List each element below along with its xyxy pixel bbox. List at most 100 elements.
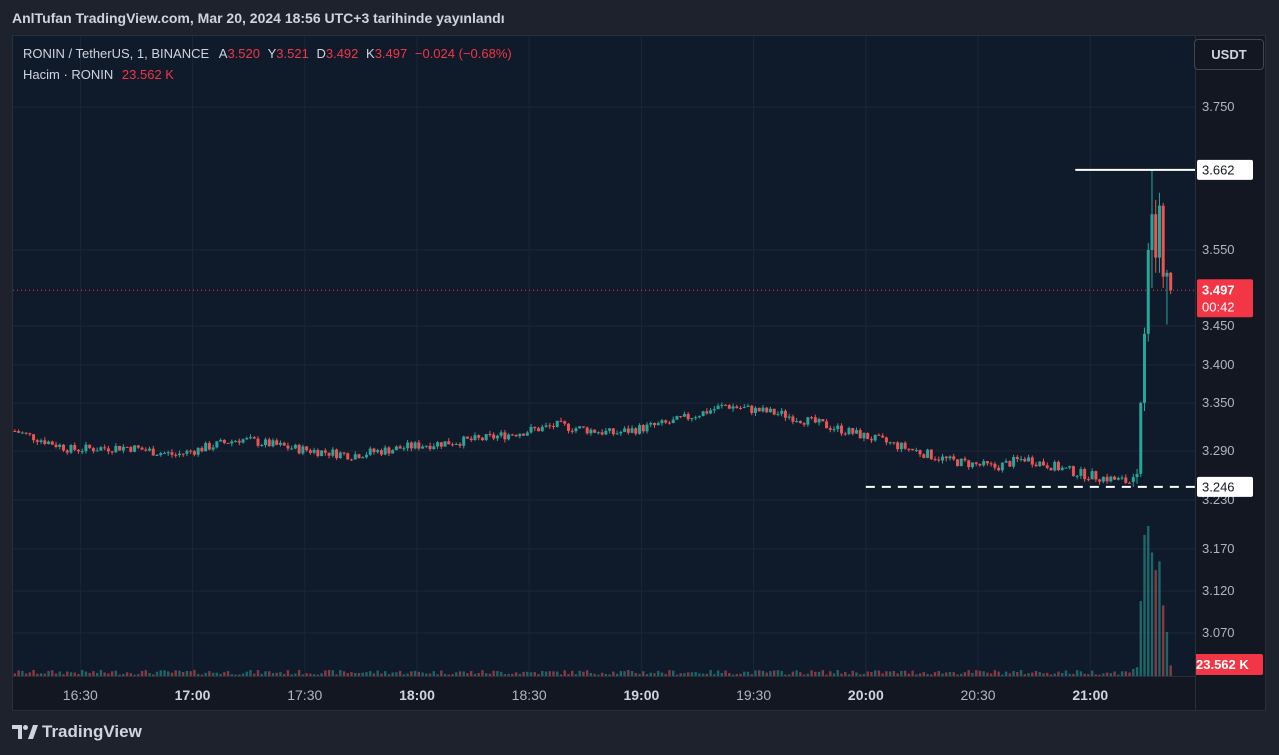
volume-bar xyxy=(933,672,937,676)
candle-body xyxy=(155,455,159,457)
candle-body xyxy=(1056,461,1060,471)
volume-label[interactable]: Hacim · RONIN xyxy=(23,67,114,82)
candle-body xyxy=(911,448,915,451)
chart-frame: 0.414 (12.74%) 414 RONIN / TetherUS, 1, … xyxy=(12,35,1266,711)
candle-body xyxy=(570,430,574,432)
price-chart[interactable]: 0.414 (12.74%) 414 xyxy=(13,36,1195,676)
volume-bar xyxy=(335,674,338,676)
footer-logo[interactable]: TradingView xyxy=(12,722,142,742)
volume-bar xyxy=(915,674,918,676)
volume-bar xyxy=(264,671,267,676)
volume-bar xyxy=(597,674,600,676)
volume-bar xyxy=(896,673,899,676)
time-tick-label: 17:00 xyxy=(175,687,211,703)
volume-bar xyxy=(720,672,724,676)
volume-bar xyxy=(473,673,477,676)
time-scale[interactable]: 16:30 17:00 17:30 18:00 18:30 19:00 19:30 20:00… xyxy=(13,676,1195,710)
volume-bar xyxy=(675,674,679,676)
volume-bar xyxy=(870,671,873,676)
candle-body xyxy=(1053,461,1057,471)
volume-bar xyxy=(739,673,742,676)
open-label: A xyxy=(218,46,228,61)
volume-bar xyxy=(634,673,637,676)
currency-button[interactable]: USDT xyxy=(1194,39,1264,70)
volume-bar xyxy=(133,674,136,676)
candle-body xyxy=(230,441,234,444)
volume-bar xyxy=(817,671,821,676)
countdown-tag: 00:42 xyxy=(1202,299,1235,314)
volume-bar xyxy=(163,670,166,676)
candle-body xyxy=(533,426,537,429)
volume-bar xyxy=(470,670,473,676)
candle-body xyxy=(1004,461,1008,463)
volume-bar xyxy=(241,673,245,676)
volume-bar xyxy=(327,669,331,676)
volume-bar xyxy=(451,674,454,676)
candle-body xyxy=(495,435,499,439)
volume-bar xyxy=(1124,671,1128,676)
volume-bar xyxy=(58,671,61,676)
candle-body xyxy=(421,446,425,449)
volume-bar xyxy=(208,671,211,676)
candle-body xyxy=(166,452,170,454)
candle-body xyxy=(525,432,529,436)
candle-body xyxy=(451,444,455,446)
candle-body xyxy=(28,433,32,435)
volume-bar xyxy=(840,673,843,676)
candle-body xyxy=(611,428,615,435)
candle-body xyxy=(813,417,817,423)
candle-body xyxy=(1120,477,1124,479)
volume-bar xyxy=(1064,670,1068,676)
volume-bar xyxy=(765,672,768,676)
high-label: Y xyxy=(267,46,277,61)
candle-body xyxy=(252,437,256,439)
volume-bars xyxy=(13,526,1172,676)
price-scale[interactable]: 3.750 3.550 3.450 3.400 3.350 3.290 3.230 3.170… xyxy=(1191,36,1265,710)
volume-bar xyxy=(664,673,667,676)
candle-body xyxy=(1165,272,1169,277)
volume-bar xyxy=(537,674,540,676)
overlays: 0.414 (12.74%) 414 xyxy=(13,168,1195,488)
candle-body xyxy=(177,453,181,456)
volume-bar xyxy=(28,672,32,676)
candle-body xyxy=(892,442,896,444)
candle-body xyxy=(638,425,642,434)
tradingview-logo-icon xyxy=(12,725,38,739)
candle-body xyxy=(858,430,862,439)
candle-body xyxy=(985,461,989,464)
volume-bar xyxy=(518,673,522,676)
candle-body xyxy=(488,434,492,436)
volume-bar xyxy=(802,674,806,676)
candle-body xyxy=(679,416,683,418)
candle-body xyxy=(207,443,211,450)
volume-bar xyxy=(346,673,349,676)
volume-bar xyxy=(911,670,914,676)
volume-bar xyxy=(170,672,174,676)
candle-body xyxy=(941,456,945,461)
candle-body xyxy=(1027,457,1031,462)
symbol-name[interactable]: RONIN / TetherUS, 1, BINANCE xyxy=(23,46,210,61)
candle-body xyxy=(1000,462,1004,471)
volume-bar xyxy=(1004,671,1008,676)
volume-bar xyxy=(746,671,750,676)
volume-bar xyxy=(167,671,170,676)
volume-bar xyxy=(1128,672,1131,676)
volume-bar xyxy=(155,671,159,676)
volume-bar xyxy=(690,672,694,676)
volume-bar xyxy=(578,670,581,676)
symbol-legend: RONIN / TetherUS, 1, BINANCE A3.520 Y3.5… xyxy=(23,46,512,61)
candle-body xyxy=(114,445,118,453)
chart-pane[interactable]: 0.414 (12.74%) 414 RONIN / TetherUS, 1, … xyxy=(13,36,1195,676)
candle-body xyxy=(189,450,193,452)
volume-bar xyxy=(387,674,391,676)
volume-bar xyxy=(791,671,795,676)
volume-bar xyxy=(918,673,922,676)
candle-body xyxy=(148,448,152,451)
volume-bar xyxy=(529,672,533,676)
volume-bar xyxy=(1154,570,1157,676)
publish-header: AnlTufan TradingView.com, Mar 20, 2024 1… xyxy=(12,10,505,26)
candle-body xyxy=(840,425,844,434)
volume-bar xyxy=(1023,674,1027,676)
candle-body xyxy=(563,421,567,424)
candle-body xyxy=(234,440,238,442)
